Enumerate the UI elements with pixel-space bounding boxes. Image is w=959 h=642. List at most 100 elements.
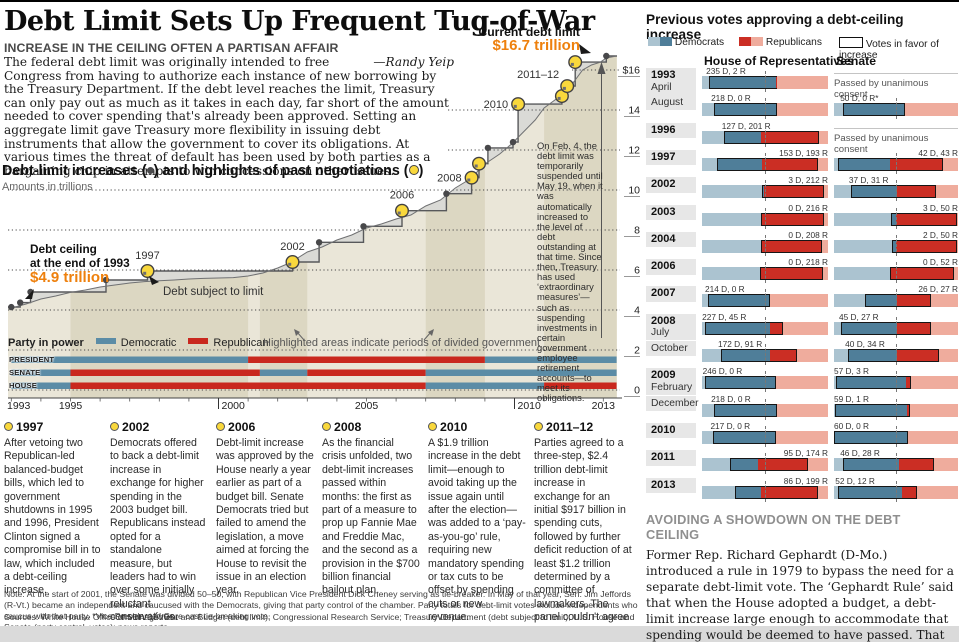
votes-in-favor-box <box>705 376 777 390</box>
rep-yes-votes <box>906 377 910 389</box>
timeline-year: 1997 <box>4 420 102 434</box>
vote-row-month: February <box>651 381 693 393</box>
votes-in-favor-box <box>847 349 940 362</box>
dem-yes-votes <box>718 158 762 170</box>
highlight-notch <box>467 178 471 182</box>
dem-yes-votes <box>843 459 900 471</box>
highlight-year-label: 1997 <box>135 250 159 262</box>
republicans-legend-item: Republicans <box>739 37 822 48</box>
votes-in-favor-box <box>707 294 770 308</box>
vote-count-label: 217 D, 0 R <box>710 420 751 431</box>
x-tick-label: 2013 <box>592 400 616 412</box>
vote-row-label: 2003 <box>646 204 696 220</box>
increase-dot <box>8 303 15 311</box>
timeline-year: 2011–12 <box>534 420 632 434</box>
debt-subject-label: Debt subject to limit <box>163 286 264 298</box>
majority-threshold-line <box>896 453 897 475</box>
dem-yes-votes <box>709 77 776 88</box>
vote-row-year: 2004 <box>651 232 676 245</box>
vote-row-month: July <box>651 327 670 339</box>
vote-bar <box>702 267 828 281</box>
votes-in-favor-box <box>837 485 918 499</box>
dem-yes-votes <box>705 322 770 334</box>
party-bar-segment <box>544 382 617 389</box>
vote-row-month: October <box>651 343 688 354</box>
increase-dot-icon <box>146 167 154 174</box>
vote-bar <box>834 185 958 199</box>
votes-in-favor-box <box>761 239 822 253</box>
party-bar-segment <box>425 369 617 376</box>
rep-light-swatch <box>751 37 763 46</box>
timeline-year: 2010 <box>428 420 526 434</box>
highlight-ring-icon <box>322 422 331 431</box>
vote-row-label: 1993 April <box>646 68 696 95</box>
senate-vote-cell: 57 D, 3 R <box>834 366 958 394</box>
vote-row-year: 1996 <box>651 123 676 136</box>
timeline-text: Debt-limit increase was approved by the … <box>216 437 314 597</box>
dem-yes-votes <box>866 295 898 307</box>
rep-yes-votes <box>897 186 935 198</box>
vote-count-label: 246 D, 0 R <box>702 366 743 377</box>
vote-row-year: 2002 <box>651 178 676 191</box>
timeline-notes: 1997 After vetoing two Republican-led bal… <box>4 420 632 642</box>
votes-in-favor-box <box>704 321 784 335</box>
party-bar-segment <box>248 356 485 363</box>
dem-yes-votes <box>721 350 771 361</box>
party-bar-segment <box>70 369 260 376</box>
divided-government-note: Highlighted areas indicate periods of di… <box>263 337 541 349</box>
highlight-notch <box>143 271 147 275</box>
votes-in-favor-box <box>712 430 776 444</box>
votes-in-favor-box <box>760 267 824 281</box>
vote-row-label: 2010 <box>646 422 696 439</box>
timeline-note-2008: 2008 As the financial crisis unfolded, tw… <box>322 420 420 642</box>
timeline-year: 2008 <box>322 420 420 434</box>
timeline-year: 2002 <box>110 420 208 434</box>
majority-threshold-line <box>765 344 766 365</box>
note-arrow-left-icon <box>294 329 300 336</box>
arrow-up-icon <box>597 62 606 74</box>
gephardt-body: Former Rep. Richard Gephardt (D-Mo.) int… <box>646 548 954 642</box>
vote-row-month: August <box>651 97 684 109</box>
vote-count-label: 95 D, 174 R <box>783 448 828 459</box>
vote-bar <box>702 485 828 499</box>
dem-yes-votes <box>842 322 897 334</box>
vote-row: 2011 95 D, 174 R 46 D, 28 R <box>646 448 959 476</box>
vote-row-label: 2013 <box>646 477 696 493</box>
party-bar-segment <box>11 369 71 376</box>
senate-vote-cell: 3 D, 50 R <box>834 203 958 231</box>
house-vote-cell: 0 D, 208 R <box>702 230 828 258</box>
vote-row-year: 2011 <box>651 451 675 464</box>
votes-in-favor-box <box>717 157 818 171</box>
vote-row: 2010 217 D, 0 R 60 D, 0 R <box>646 420 959 449</box>
votes-in-favor-box <box>892 239 957 253</box>
majority-threshold-line <box>896 234 897 256</box>
rep-seats-bg <box>776 376 828 390</box>
vote-bar <box>702 376 828 390</box>
y-tick-label: 8 <box>634 225 640 237</box>
y-tick-label: $16 <box>622 65 640 77</box>
increase-dot <box>443 190 450 197</box>
dem-seats-bg <box>702 212 762 226</box>
x-tick-label: 1995 <box>59 400 83 412</box>
vote-row-year: 1997 <box>651 150 676 163</box>
dem-yes-votes <box>714 104 776 116</box>
senate-vote-cell: 0 D, 52 R <box>834 257 958 285</box>
increase-dot <box>315 239 323 246</box>
vote-bar <box>834 239 958 253</box>
house-vote-cell: 0 D, 218 R <box>702 257 828 285</box>
vote-count-label: 59 D, 1 R <box>834 393 870 404</box>
majority-threshold-line <box>765 425 766 447</box>
divided-government-band <box>544 56 617 398</box>
vote-row-label: October <box>646 341 696 356</box>
highlight-notch <box>557 96 561 100</box>
dem-dark-swatch <box>660 37 672 46</box>
republican-swatch <box>188 338 209 344</box>
vote-bar <box>834 157 958 171</box>
unanimous-text: Passed by unanimous consent <box>834 73 958 100</box>
vote-count-label: 218 D, 0 R <box>711 393 751 404</box>
rep-seats-bg <box>904 103 958 117</box>
vote-row: 2003 0 D, 216 R 3 D, 50 R <box>646 203 959 231</box>
senate-vote-cell: 37 D, 31 R <box>834 175 958 203</box>
dem-yes-votes <box>838 486 902 498</box>
senate-vote-cell: 59 D, 1 R <box>834 393 958 422</box>
